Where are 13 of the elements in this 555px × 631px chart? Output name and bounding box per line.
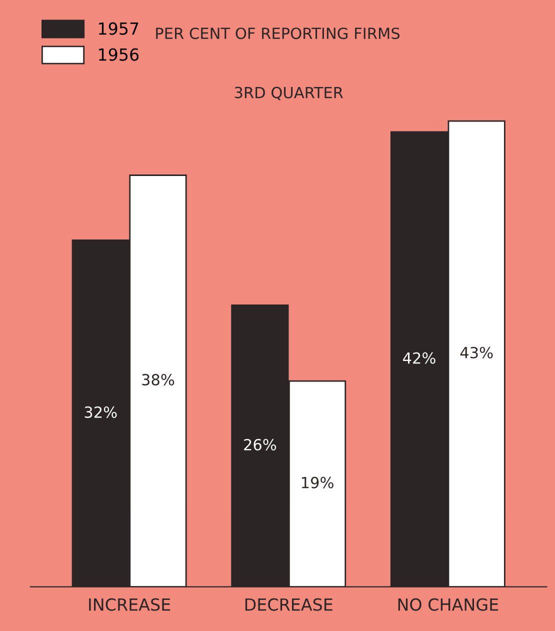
x-tick-label: DECREASE [245,598,332,611]
x-tick-label: NO CHANGE [398,598,498,611]
chart-subtitle: 3RD QUARTER [234,86,344,100]
chart-title: PER CENT OF REPORTING FIRMS [156,28,400,40]
legend-label: 1957 [99,22,138,35]
data-label: 32% [84,406,117,418]
x-tick-label: INCREASE [89,598,170,611]
data-label: 19% [302,476,334,488]
data-label: 43% [460,346,493,358]
data-label: 38% [142,374,174,386]
legend-label: 1956 [99,48,139,61]
data-label: 42% [403,352,436,364]
data-label: 26% [244,438,276,450]
